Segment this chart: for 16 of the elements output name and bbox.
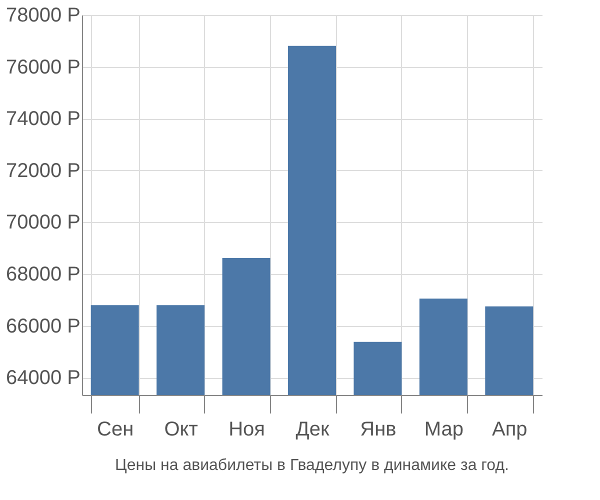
x-tick-label: Сен [97,418,134,440]
y-tick-label: 76000 Р [6,56,80,78]
y-tick-label: 72000 Р [6,160,80,182]
y-tick-label: 78000 Р [6,4,80,26]
text: Цены на авиабилеты в Гваделупу в динамике за год. [115,457,509,474]
x-tick-label: Мар [424,418,464,440]
x-tick-label: Дек [296,418,330,440]
y-tick-label: 66000 Р [6,315,80,338]
x-tick-label: Янв [360,418,396,440]
x-tick-label: Ноя [228,418,265,440]
x-tick-label: Апр [492,418,528,440]
x-tick-label: Окт [164,418,198,440]
y-tick-label: 68000 Р [6,264,80,286]
y-tick-label: 70000 Р [6,212,80,234]
y-tick-label: 64000 Р [6,367,80,390]
y-tick-label: 74000 Р [6,108,80,130]
